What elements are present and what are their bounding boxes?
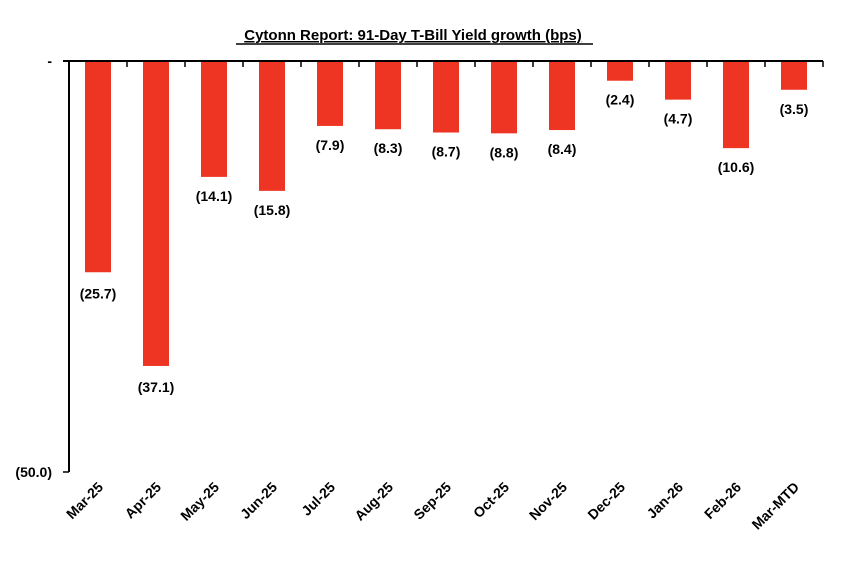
data-label: (3.5): [780, 101, 809, 117]
x-tick-label: Aug-25: [351, 479, 396, 524]
data-label: (10.6): [718, 159, 755, 175]
x-tick-label: Apr-25: [121, 479, 164, 522]
bar: [375, 61, 401, 130]
bar: [723, 61, 749, 149]
bar: [491, 61, 517, 134]
data-label: (37.1): [138, 379, 175, 395]
bar: [259, 61, 285, 191]
chart-title: Cytonn Report: 91-Day T-Bill Yield growt…: [244, 27, 582, 44]
data-label: (2.4): [606, 92, 635, 108]
bar: [317, 61, 343, 126]
data-label: (8.8): [490, 144, 519, 160]
x-tick-label: Dec-25: [584, 479, 628, 523]
x-tick-label: Jun-25: [237, 479, 280, 522]
data-label: (14.1): [196, 188, 233, 204]
x-tick-label: Mar-MTD: [748, 479, 802, 533]
y-tick-label: -: [47, 53, 52, 69]
x-tick-label: May-25: [177, 479, 222, 524]
x-tick-label: Jul-25: [298, 479, 338, 519]
data-label: (15.8): [254, 202, 291, 218]
y-tick-label: (50.0): [15, 464, 52, 480]
x-tick-label: Nov-25: [526, 479, 570, 523]
x-tick-label: Sep-25: [410, 479, 454, 523]
data-label: (7.9): [316, 137, 345, 153]
x-tick-label: Oct-25: [470, 479, 512, 521]
x-tick-label: Feb-26: [701, 479, 744, 522]
x-tick-label: Jan-26: [643, 479, 686, 522]
data-label: (8.7): [432, 144, 461, 160]
data-label: (25.7): [80, 285, 117, 301]
bar: [433, 61, 459, 133]
data-label: (4.7): [664, 111, 693, 127]
bar: [665, 61, 691, 100]
x-tick-label: Mar-25: [63, 479, 106, 522]
data-label: (8.4): [548, 141, 577, 157]
data-label: (8.3): [374, 140, 403, 156]
bar: [85, 61, 111, 273]
bar: [607, 61, 633, 81]
bar: [143, 61, 169, 366]
bar: [201, 61, 227, 177]
bar: [781, 61, 807, 90]
bar: [549, 61, 575, 131]
